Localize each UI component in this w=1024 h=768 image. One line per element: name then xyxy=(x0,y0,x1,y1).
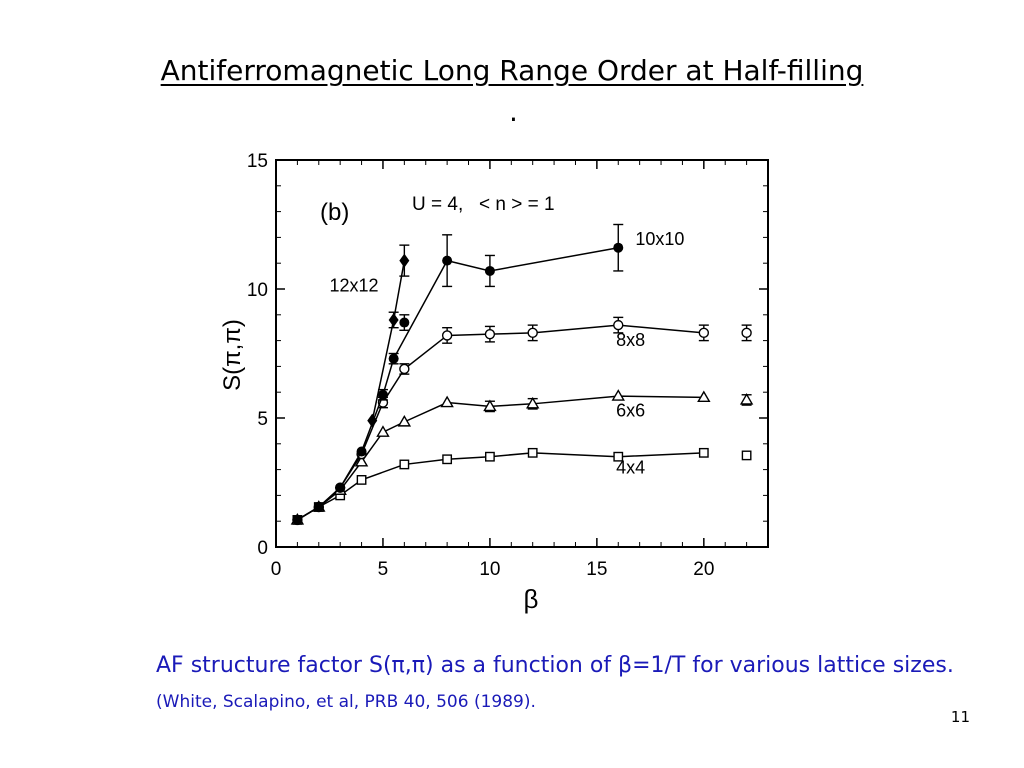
data-point xyxy=(697,390,711,403)
data-point xyxy=(484,265,495,276)
series-label: 8x8 xyxy=(616,330,645,350)
data-point xyxy=(440,395,454,408)
series-label: 6x6 xyxy=(616,401,645,421)
x-tick-label: 15 xyxy=(586,559,607,580)
data-point xyxy=(376,425,390,437)
series-extra xyxy=(399,314,410,331)
data-point xyxy=(356,475,367,485)
data-point xyxy=(741,327,752,339)
data-point xyxy=(388,312,399,327)
x-tick-label: 0 xyxy=(271,559,282,580)
data-point xyxy=(739,393,754,405)
x-tick-label: 20 xyxy=(693,559,714,580)
series-label: 12x12 xyxy=(329,276,378,296)
title-dot: . xyxy=(509,95,518,128)
y-tick-label: 5 xyxy=(257,409,268,430)
series-layer: 4x4 6x6 8x8 10x10 12x12 xyxy=(290,223,754,526)
data-point xyxy=(698,327,710,339)
caption-main: AF structure factor S(π,π) as a function… xyxy=(156,653,954,678)
data-point xyxy=(613,319,624,331)
y-tick-label: 0 xyxy=(257,538,268,559)
slide-title: Antiferromagnetic Long Range Order at Ha… xyxy=(160,54,864,87)
series-10x10: 10x10 xyxy=(292,223,684,525)
data-point xyxy=(527,327,538,339)
data-point xyxy=(485,451,495,462)
caption-citation: (White, Scalapino, et al, PRB 40, 506 (1… xyxy=(156,692,536,712)
data-point xyxy=(442,454,453,465)
data-point xyxy=(613,451,624,462)
data-point xyxy=(399,459,410,470)
data-point xyxy=(741,450,752,461)
y-axis-label: S(π,π) xyxy=(219,319,246,391)
series-label: 10x10 xyxy=(635,229,684,249)
data-point xyxy=(356,446,367,457)
data-point xyxy=(611,389,625,401)
data-point xyxy=(698,447,709,458)
series-line xyxy=(297,324,704,521)
panel-label: (b) xyxy=(320,199,349,226)
data-point xyxy=(399,317,410,328)
x-tick-label: 5 xyxy=(378,559,389,580)
structure-factor-chart: 0 5 10 15 20 0 5 10 15 4x4 6x6 8x8 10x10 12x12 (b) U… xyxy=(219,151,769,614)
data-point xyxy=(441,330,453,341)
plot-border xyxy=(275,159,769,548)
series-line xyxy=(297,452,704,521)
series-6x6: 6x6 xyxy=(290,389,754,525)
data-point xyxy=(367,413,378,428)
data-point xyxy=(399,363,410,375)
y-tick-label: 15 xyxy=(247,151,268,172)
data-point xyxy=(397,414,412,427)
data-point xyxy=(613,242,624,253)
data-point xyxy=(313,502,324,513)
data-point xyxy=(483,399,497,412)
x-axis-label: β xyxy=(524,584,539,614)
axis-ticks: 0 5 10 15 20 0 5 10 15 xyxy=(247,151,769,580)
page-number: 11 xyxy=(950,708,970,726)
plot-frame xyxy=(275,159,769,548)
data-point xyxy=(399,253,410,268)
x-tick-label: 10 xyxy=(479,559,500,580)
data-point xyxy=(388,353,399,364)
data-point xyxy=(354,454,369,467)
series-8x8: 8x8 xyxy=(292,316,752,526)
data-point xyxy=(292,514,303,525)
data-point xyxy=(442,255,453,266)
figure-caption: AF structure factor S(π,π) as a function… xyxy=(156,648,956,720)
series-label: 4x4 xyxy=(616,457,645,477)
data-point xyxy=(484,328,496,340)
series-12x12: 12x12 xyxy=(329,244,410,428)
data-point xyxy=(527,447,538,458)
chart-annotation: U = 4, < n > = 1 xyxy=(412,194,555,215)
y-tick-label: 10 xyxy=(247,280,268,301)
data-point xyxy=(377,389,388,400)
data-point xyxy=(335,482,346,493)
data-point xyxy=(525,396,540,409)
